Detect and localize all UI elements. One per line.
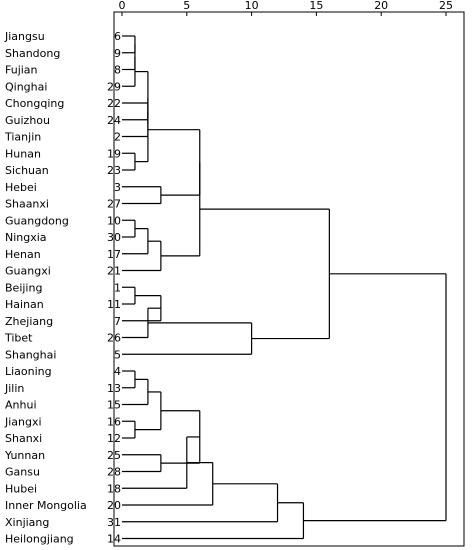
leaf-label: Henan: [5, 248, 41, 261]
leaf-case-number: 26: [107, 332, 121, 345]
leaf-case-number: 27: [107, 198, 121, 211]
leaf-label: Tibet: [4, 332, 33, 345]
x-tick-label: 0: [119, 0, 126, 12]
leaf-case-number: 29: [107, 80, 121, 93]
leaf-case-number: 10: [107, 214, 121, 227]
leaf-label: Shandong: [5, 47, 60, 60]
leaf-case-number: 2: [114, 131, 121, 144]
leaf-label: Liaoning: [5, 365, 52, 378]
leaf-case-number: 12: [107, 432, 121, 445]
leaf-label: Zhejiang: [5, 315, 53, 328]
leaf-label: Hunan: [5, 147, 41, 160]
leaf-case-number: 7: [114, 315, 121, 328]
leaf-label: Beijing: [5, 281, 42, 294]
leaf-case-number: 11: [107, 298, 121, 311]
leaf-case-number: 6: [114, 30, 121, 43]
leaf-label: Chongqing: [5, 97, 64, 110]
leaf-case-number: 23: [107, 164, 121, 177]
leaf-label: Hubei: [5, 482, 37, 495]
leaf-case-number: 24: [107, 114, 121, 127]
leaf-case-number: 9: [114, 47, 121, 60]
leaf-case-number: 5: [114, 348, 121, 361]
leaf-label: Shanghai: [5, 348, 56, 361]
leaf-case-number: 1: [114, 281, 121, 294]
leaf-case-number: 13: [107, 382, 121, 395]
leaf-case-number: 8: [114, 64, 121, 77]
x-tick-label: 15: [309, 0, 323, 12]
x-tick-label: 25: [439, 0, 453, 12]
leaf-case-number: 14: [107, 533, 121, 546]
leaf-label: Tianjin: [4, 131, 41, 144]
leaf-case-number: 4: [114, 365, 121, 378]
leaf-label: Sichuan: [5, 164, 49, 177]
leaf-label: Shaanxi: [5, 198, 49, 211]
leaf-label: Guangdong: [5, 214, 69, 227]
leaf-case-number: 3: [114, 181, 121, 194]
leaf-case-number: 21: [107, 265, 121, 278]
leaf-label: Guizhou: [5, 114, 50, 127]
x-tick-label: 10: [245, 0, 259, 12]
leaf-case-number: 19: [107, 147, 121, 160]
leaf-case-number: 17: [107, 248, 121, 261]
leaf-label: Jilin: [4, 382, 24, 395]
leaf-label: Hainan: [5, 298, 44, 311]
leaf-label: Gansu: [5, 466, 40, 479]
leaf-label: Qinghai: [5, 80, 47, 93]
leaf-label: Jiangsu: [4, 30, 45, 43]
leaf-label: Yunnan: [4, 449, 45, 462]
leaf-label: Anhui: [5, 399, 37, 412]
leaf-case-number: 28: [107, 466, 121, 479]
leaf-label: Inner Mongolia: [5, 499, 87, 512]
leaf-case-number: 18: [107, 482, 121, 495]
leaf-label: Fujian: [5, 64, 38, 77]
leaf-label: Hebei: [5, 181, 37, 194]
leaf-label: Heilongjiang: [5, 533, 74, 546]
leaf-label: Xinjiang: [5, 516, 49, 529]
x-tick-label: 20: [374, 0, 388, 12]
leaf-case-number: 25: [107, 449, 121, 462]
leaf-case-number: 20: [107, 499, 121, 512]
leaf-case-number: 16: [107, 415, 121, 428]
leaf-label: Guangxi: [5, 265, 51, 278]
x-tick-label: 5: [183, 0, 190, 12]
leaf-label: Shanxi: [5, 432, 42, 445]
leaf-case-number: 31: [107, 516, 121, 529]
leaf-label: Jiangxi: [4, 415, 42, 428]
leaf-case-number: 22: [107, 97, 121, 110]
leaf-case-number: 30: [107, 231, 121, 244]
plot-frame: [113, 11, 465, 547]
leaf-case-number: 15: [107, 399, 121, 412]
leaf-label: Ningxia: [5, 231, 47, 244]
